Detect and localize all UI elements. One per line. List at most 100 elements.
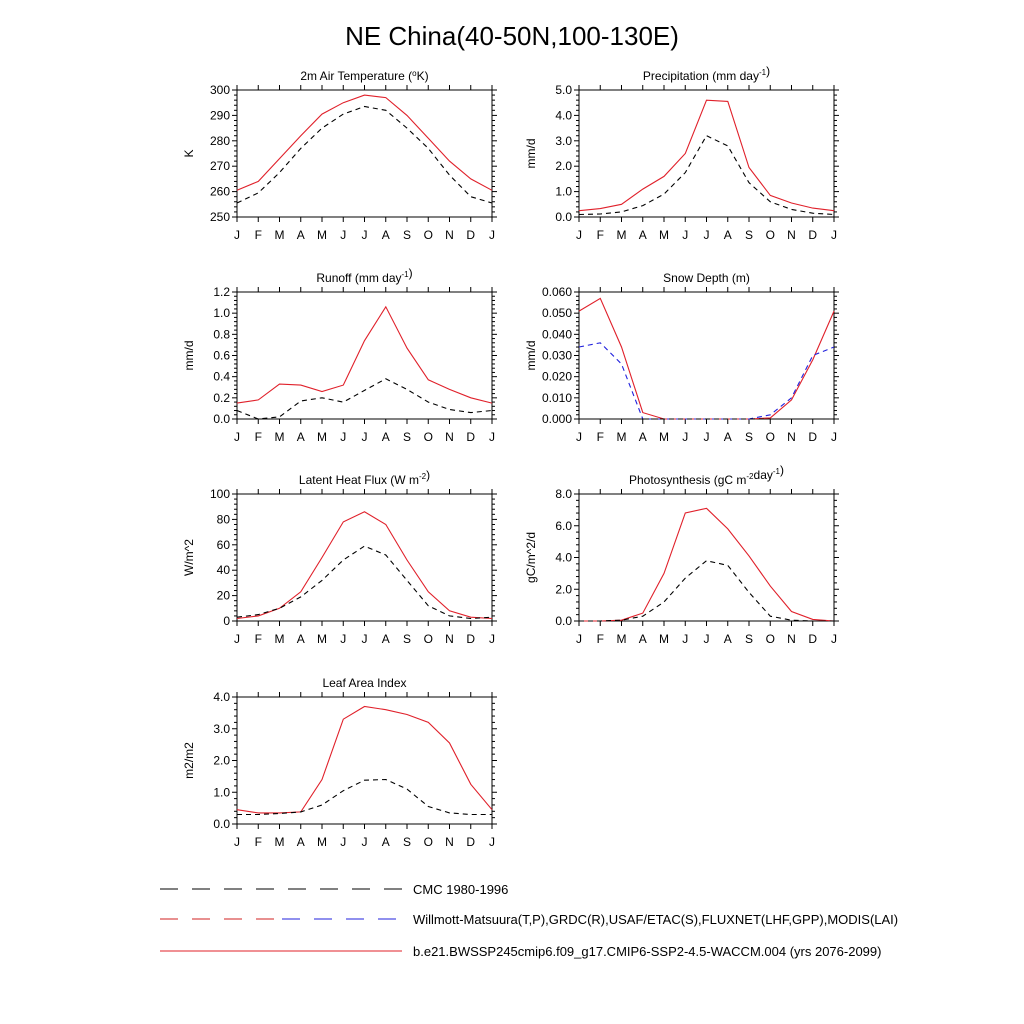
x-tick-label: M bbox=[317, 835, 327, 849]
series-line bbox=[236, 305, 493, 404]
x-tick-label: J bbox=[362, 228, 368, 242]
x-tick-label: A bbox=[297, 835, 305, 849]
panel-title: Latent Heat Flux (W m-2) bbox=[299, 468, 430, 487]
series-line bbox=[578, 297, 835, 420]
y-tick-label: 0.020 bbox=[542, 370, 572, 384]
x-tick-label: A bbox=[639, 228, 647, 242]
x-tick-label: O bbox=[424, 430, 433, 444]
x-tick-label: A bbox=[724, 632, 732, 646]
series-line bbox=[237, 778, 492, 816]
legend-entry: CMC 1980-1996 bbox=[160, 882, 508, 897]
x-tick-label: S bbox=[745, 632, 753, 646]
x-tick-label: D bbox=[466, 430, 475, 444]
x-tick-label: J bbox=[576, 632, 582, 646]
x-tick-label: S bbox=[403, 430, 411, 444]
x-tick-label: J bbox=[234, 835, 240, 849]
x-tick-label: J bbox=[704, 430, 710, 444]
chart-panel: Snow Depth (m) 0.000 0.010 0.020 0.030 0.040 0… bbox=[524, 271, 839, 444]
series-line bbox=[236, 378, 493, 420]
y-tick-label: 0.0 bbox=[213, 817, 230, 831]
y-tick-label: 290 bbox=[210, 108, 230, 122]
series-line bbox=[578, 99, 835, 212]
x-tick-label: J bbox=[362, 632, 368, 646]
x-tick-label: D bbox=[808, 228, 817, 242]
x-tick-label: S bbox=[403, 632, 411, 646]
y-tick-label: 0.030 bbox=[542, 349, 572, 363]
x-tick-label: J bbox=[340, 430, 346, 444]
y-tick-label: 1.2 bbox=[213, 285, 230, 299]
series-line bbox=[236, 705, 493, 814]
x-tick-label: J bbox=[489, 228, 495, 242]
chart-panel: Runoff (mm day-1) 0.0 0.2 0.4 0.6 0.8 1.0 1.2 mm… bbox=[182, 266, 497, 444]
x-tick-label: F bbox=[597, 228, 604, 242]
x-tick-label: O bbox=[424, 835, 433, 849]
panel-title: Runoff (mm day-1) bbox=[316, 266, 412, 285]
series-line bbox=[236, 511, 493, 620]
y-tick-label: 1.0 bbox=[555, 185, 572, 199]
chart-panel: 2m Air Temperature (oK) 250 260 270 280 290 30… bbox=[182, 69, 497, 242]
y-tick-label: 0.4 bbox=[213, 370, 230, 384]
x-tick-label: N bbox=[445, 835, 454, 849]
legend-entry: Willmott-Matsuura(T,P),GRDC(R),USAF/ETAC… bbox=[160, 912, 898, 927]
legend-label: CMC 1980-1996 bbox=[413, 882, 508, 897]
series-line bbox=[236, 105, 493, 204]
x-tick-label: J bbox=[576, 430, 582, 444]
y-tick-label: 40 bbox=[217, 563, 231, 577]
x-tick-label: J bbox=[831, 632, 837, 646]
y-axis-label: mm/d bbox=[524, 341, 538, 371]
x-tick-label: D bbox=[808, 632, 817, 646]
x-tick-label: N bbox=[445, 430, 454, 444]
y-tick-label: 6.0 bbox=[555, 519, 572, 533]
y-tick-label: 60 bbox=[217, 538, 231, 552]
y-tick-label: 0.0 bbox=[555, 614, 572, 628]
x-tick-label: F bbox=[597, 430, 604, 444]
chart-panel: Latent Heat Flux (W m-2) 0 20 40 60 80 100 W/m^… bbox=[182, 468, 497, 646]
y-tick-label: 2.0 bbox=[555, 159, 572, 173]
x-tick-label: A bbox=[724, 430, 732, 444]
y-axis-label: mm/d bbox=[524, 139, 538, 169]
x-tick-label: J bbox=[831, 228, 837, 242]
legend-label: Willmott-Matsuura(T,P),GRDC(R),USAF/ETAC… bbox=[413, 912, 898, 927]
x-tick-label: F bbox=[597, 632, 604, 646]
x-tick-label: M bbox=[275, 430, 285, 444]
plot-frame bbox=[578, 291, 835, 420]
x-tick-label: J bbox=[489, 430, 495, 444]
y-tick-label: 0.2 bbox=[213, 391, 230, 405]
legend: CMC 1980-1996 Willmott-Matsuura(T,P),GRDC… bbox=[160, 882, 898, 959]
x-tick-label: M bbox=[317, 228, 327, 242]
x-tick-label: A bbox=[382, 835, 390, 849]
x-tick-label: A bbox=[639, 430, 647, 444]
x-tick-label: A bbox=[297, 430, 305, 444]
y-tick-label: 0.8 bbox=[213, 327, 230, 341]
y-tick-label: 250 bbox=[210, 210, 230, 224]
series-line bbox=[578, 134, 835, 216]
y-axis-label: K bbox=[182, 149, 196, 157]
x-tick-label: J bbox=[682, 632, 688, 646]
y-axis-label: gC/m^2/d bbox=[524, 532, 538, 583]
x-tick-label: D bbox=[808, 430, 817, 444]
panel-title: Leaf Area Index bbox=[322, 676, 406, 690]
y-tick-label: 0.6 bbox=[213, 349, 230, 363]
y-axis-label: mm/d bbox=[182, 341, 196, 371]
x-tick-label: J bbox=[340, 632, 346, 646]
y-tick-label: 8.0 bbox=[555, 487, 572, 501]
panel-title: Photosynthesis (gC m-2day-1) bbox=[629, 463, 784, 487]
y-tick-label: 2.0 bbox=[213, 754, 230, 768]
chart-panel: Photosynthesis (gC m-2day-1) 0.0 2.0 4.0 6.0… bbox=[524, 463, 839, 646]
x-tick-label: N bbox=[787, 228, 796, 242]
figure-title: NE China(40-50N,100-130E) bbox=[345, 21, 679, 51]
x-tick-label: A bbox=[297, 632, 305, 646]
y-tick-label: 0.000 bbox=[542, 412, 572, 426]
plot-frame bbox=[578, 493, 835, 622]
y-tick-label: 260 bbox=[210, 185, 230, 199]
panel-title: Precipitation (mm day-1) bbox=[643, 64, 770, 83]
x-tick-label: M bbox=[617, 632, 627, 646]
plot-frame bbox=[578, 89, 835, 218]
x-tick-label: A bbox=[382, 228, 390, 242]
x-tick-label: M bbox=[617, 430, 627, 444]
x-tick-label: S bbox=[403, 228, 411, 242]
x-tick-label: J bbox=[704, 228, 710, 242]
series-line bbox=[236, 545, 493, 620]
x-tick-label: F bbox=[255, 835, 262, 849]
